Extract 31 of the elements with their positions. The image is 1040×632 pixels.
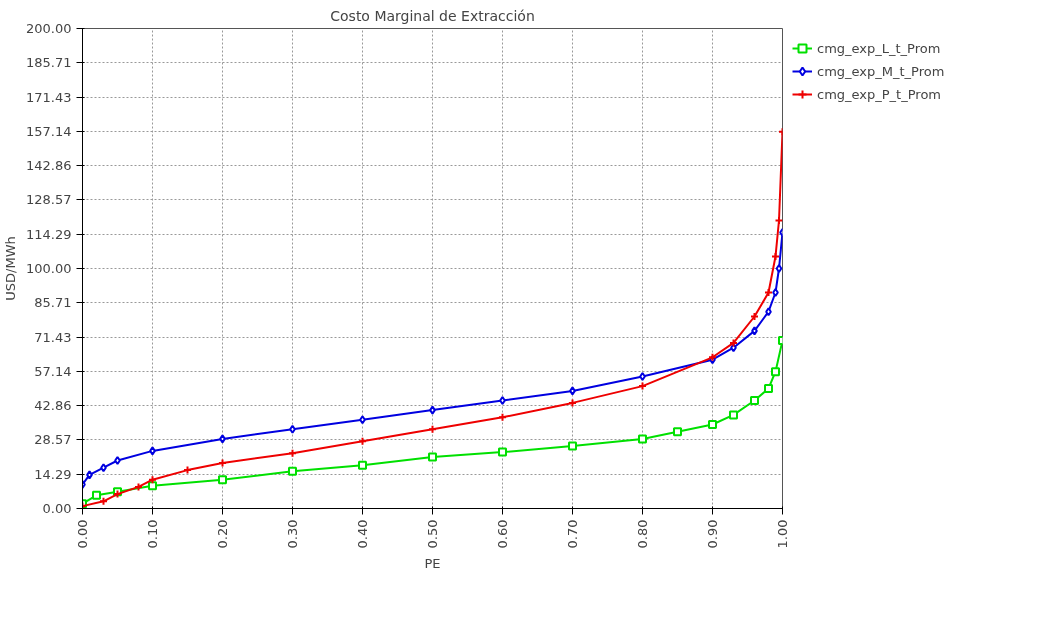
x-tick-label: 0.10 — [145, 519, 160, 549]
legend-label: cmg_exp_M_t_Prom — [817, 63, 945, 79]
legend-label: cmg_exp_L_t_Prom — [817, 40, 941, 56]
x-tick-label: 0.40 — [355, 519, 370, 549]
y-tick-label: 71.43 — [34, 329, 72, 345]
y-tick-label: 128.57 — [26, 192, 72, 208]
x-tick-label: 0.90 — [705, 519, 720, 549]
y-tick-label: 114.29 — [26, 226, 72, 242]
x-tick-label: 0.20 — [215, 519, 230, 549]
y-tick-label: 57.14 — [34, 363, 72, 379]
y-tick-label: 0.00 — [42, 501, 72, 516]
y-tick-label: 14.29 — [34, 466, 72, 482]
y-tick-label: 100.00 — [26, 261, 72, 276]
y-tick-label: 142.86 — [26, 158, 72, 174]
y-tick-label: 200.00 — [26, 21, 72, 36]
chart-title: Costo Marginal de Extracción — [330, 7, 535, 24]
y-tick-label: 85.71 — [34, 295, 72, 311]
y-tick-label: 42.86 — [34, 398, 72, 414]
x-tick-label: 1.00 — [775, 519, 790, 549]
x-tick-label: 0.80 — [635, 519, 650, 549]
legend-label: cmg_exp_P_t_Prom — [817, 86, 942, 102]
x-axis-title: PE — [424, 556, 441, 572]
x-tick-label: 0.30 — [285, 519, 300, 549]
y-axis-title: USD/MWh — [3, 236, 19, 301]
y-tick-label: 185.71 — [26, 55, 72, 71]
x-tick-label: 0.50 — [425, 519, 440, 549]
y-tick-label: 28.57 — [34, 432, 72, 448]
x-tick-label: 0.70 — [565, 519, 580, 549]
y-tick-label: 171.43 — [26, 89, 72, 105]
y-tick-label: 157.14 — [26, 123, 72, 139]
x-tick-label: 0.60 — [495, 519, 510, 549]
